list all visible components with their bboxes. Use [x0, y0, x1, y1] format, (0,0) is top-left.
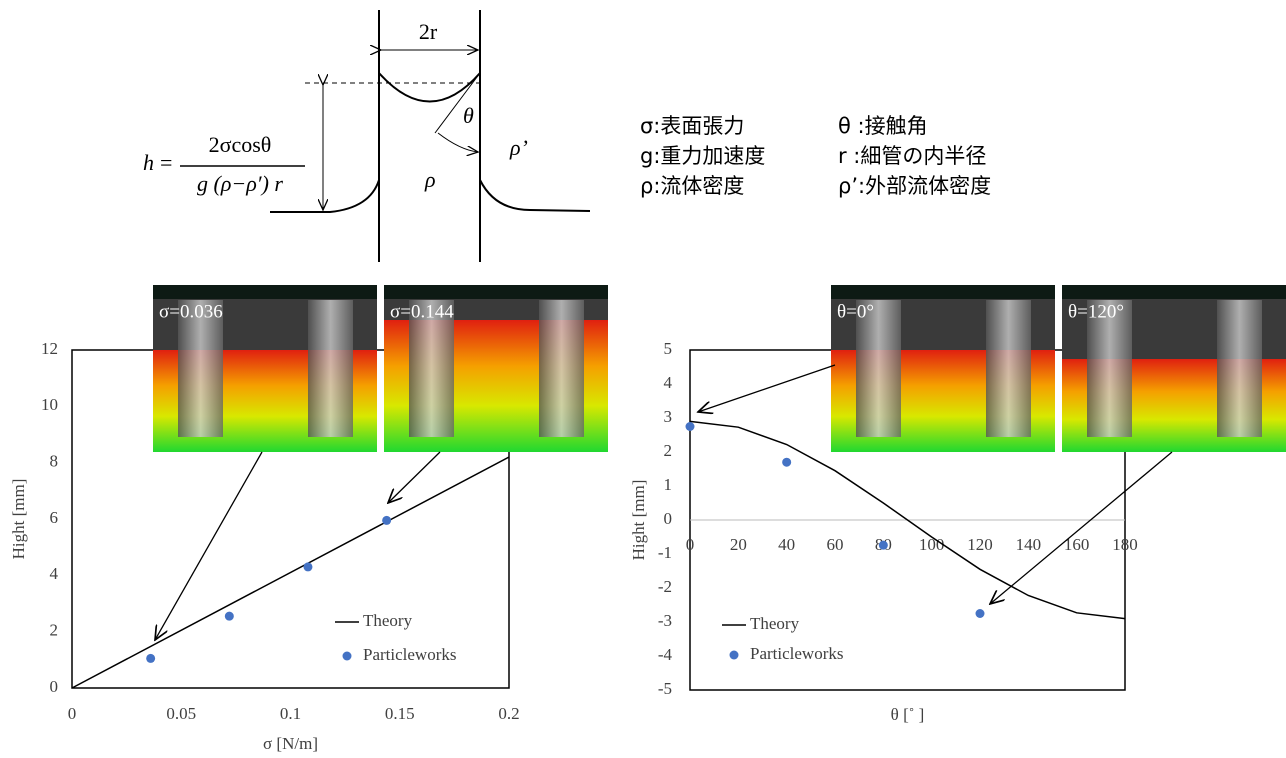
y-tick-label: -5: [658, 679, 672, 698]
y-tick-label: 0: [664, 509, 673, 528]
inset-tube: [986, 300, 1031, 437]
formula-eq: =: [160, 150, 172, 175]
figure: 2r θ ρ ρ’ h = 2σcosθ g (ρ−ρ′) r σ:表面張力 θ…: [0, 0, 1286, 758]
inset-tube: [308, 300, 353, 437]
data-point: [225, 612, 234, 621]
x-axis-title: θ [˚ ]: [891, 705, 925, 724]
angle-arc: [438, 133, 478, 152]
y-tick-label: 1: [664, 475, 673, 494]
x-tick-label: 20: [730, 535, 747, 554]
legend-label: Theory: [363, 611, 413, 630]
definition: r :細管の内半径: [838, 144, 986, 168]
inset-image: θ=0°: [831, 285, 1055, 452]
data-point: [146, 654, 155, 663]
x-tick-label: 60: [827, 535, 844, 554]
x-tick-label: 0: [68, 704, 77, 723]
inset-tube: [539, 300, 584, 437]
legend-marker: [730, 651, 739, 660]
inset-label: σ=0.144: [390, 301, 454, 322]
width-label: 2r: [419, 19, 438, 44]
x-tick-label: 0.1: [280, 704, 301, 723]
y-axis-title: Hight [mm]: [9, 479, 28, 560]
data-point: [382, 516, 391, 525]
y-tick-label: 4: [50, 564, 59, 583]
y-tick-label: 5: [664, 339, 673, 358]
y-tick-label: 6: [50, 508, 59, 527]
x-axis-title: σ [N/m]: [263, 734, 318, 753]
data-point: [976, 609, 985, 618]
definition: ρ’:外部流体密度: [838, 174, 991, 198]
y-tick-label: 8: [50, 452, 59, 471]
data-point: [686, 422, 695, 431]
legend-label: Particleworks: [750, 644, 843, 663]
x-tick-label: 0: [686, 535, 695, 554]
x-tick-label: 160: [1064, 535, 1090, 554]
y-tick-label: -2: [658, 577, 672, 596]
definition: θ :接触角: [838, 114, 928, 138]
y-tick-label: 4: [664, 373, 673, 392]
meniscus: [379, 73, 480, 102]
inset-top: [153, 285, 377, 299]
y-axis-title: Hight [mm]: [629, 480, 648, 561]
inset-label: θ=120°: [1068, 301, 1124, 322]
legend-marker: [343, 652, 352, 661]
inset-top: [1062, 285, 1286, 299]
definition: g:重力加速度: [640, 144, 765, 168]
definition: ρ:流体密度: [640, 174, 744, 198]
diagram: 2r θ ρ ρ’ h = 2σcosθ g (ρ−ρ′) r σ:表面張力 θ…: [143, 10, 991, 262]
y-tick-label: -1: [658, 543, 672, 562]
inset-top: [831, 285, 1055, 299]
y-tick-label: 2: [50, 621, 59, 640]
x-tick-label: 180: [1112, 535, 1138, 554]
x-tick-label: 140: [1016, 535, 1042, 554]
inset-tube: [1217, 300, 1262, 437]
x-tick-label: 0.15: [385, 704, 415, 723]
legend-label: Theory: [750, 614, 800, 633]
inset-image: σ=0.144: [384, 285, 608, 452]
data-point: [782, 458, 791, 467]
y-tick-label: 10: [41, 395, 58, 414]
arrow: [155, 452, 262, 640]
angle-label: θ: [463, 103, 474, 128]
x-tick-label: 0.05: [166, 704, 196, 723]
inset-label: σ=0.036: [159, 301, 223, 322]
formula-denominator: g (ρ−ρ′) r: [197, 171, 283, 196]
y-tick-label: -4: [658, 645, 673, 664]
formula-numerator: 2σcosθ: [209, 132, 272, 157]
legend-label: Particleworks: [363, 645, 456, 664]
y-tick-label: 3: [664, 407, 673, 426]
inset-top: [384, 285, 608, 299]
inset-image: σ=0.036: [153, 285, 377, 452]
arrow: [698, 365, 835, 412]
x-tick-label: 40: [778, 535, 795, 554]
y-tick-label: 0: [50, 677, 59, 696]
y-tick-label: -3: [658, 611, 672, 630]
x-tick-label: 120: [967, 535, 993, 554]
inset-label: θ=0°: [837, 301, 874, 322]
formula-lhs: h: [143, 150, 154, 175]
arrow: [990, 452, 1172, 604]
data-point: [879, 541, 888, 550]
definition: σ:表面張力: [640, 114, 744, 138]
arrow: [388, 452, 440, 503]
density-label: ρ’: [509, 135, 528, 160]
data-point: [303, 562, 312, 571]
inset-image: θ=120°: [1062, 285, 1286, 452]
y-tick-label: 2: [664, 441, 673, 460]
density-label: ρ: [424, 167, 436, 192]
y-tick-label: 12: [41, 339, 58, 358]
x-tick-label: 0.2: [498, 704, 519, 723]
